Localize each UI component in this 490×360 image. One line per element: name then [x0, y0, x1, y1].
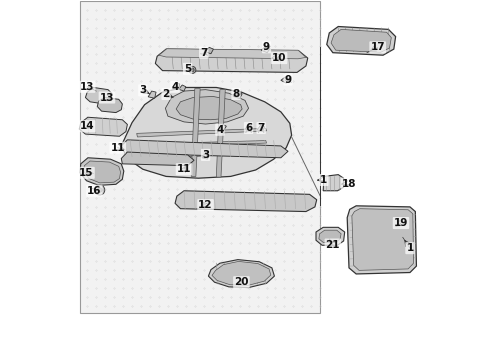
Polygon shape [137, 150, 267, 159]
Polygon shape [234, 92, 242, 99]
Polygon shape [122, 152, 194, 166]
Polygon shape [272, 54, 282, 61]
Polygon shape [122, 87, 292, 178]
Text: 16: 16 [87, 186, 101, 196]
Text: 5: 5 [184, 64, 191, 74]
Polygon shape [155, 49, 308, 72]
Text: 1: 1 [320, 175, 327, 185]
Polygon shape [97, 98, 122, 113]
Text: 12: 12 [198, 200, 213, 210]
Text: 3: 3 [202, 150, 209, 160]
Polygon shape [85, 87, 112, 104]
Polygon shape [261, 46, 270, 53]
Text: 6: 6 [245, 123, 252, 133]
Polygon shape [208, 260, 274, 288]
Polygon shape [191, 89, 200, 176]
Text: 1: 1 [406, 243, 414, 253]
Polygon shape [257, 125, 265, 131]
Text: 13: 13 [80, 82, 95, 92]
Polygon shape [347, 206, 416, 274]
Polygon shape [176, 96, 242, 120]
Text: 3: 3 [139, 85, 147, 95]
Circle shape [191, 68, 194, 72]
Text: 8: 8 [232, 89, 240, 99]
Text: 18: 18 [342, 179, 356, 189]
Text: 4: 4 [172, 82, 179, 92]
Polygon shape [331, 30, 392, 52]
Polygon shape [352, 209, 414, 270]
Text: 7: 7 [200, 48, 207, 58]
Polygon shape [327, 27, 395, 55]
Polygon shape [392, 216, 401, 224]
Polygon shape [159, 49, 306, 59]
Polygon shape [205, 47, 214, 54]
Text: 13: 13 [99, 93, 114, 103]
Polygon shape [79, 117, 127, 136]
Text: 9: 9 [263, 42, 270, 52]
Polygon shape [281, 77, 289, 83]
Polygon shape [316, 227, 344, 245]
Polygon shape [319, 230, 341, 242]
Text: 20: 20 [234, 277, 248, 287]
Polygon shape [219, 125, 226, 131]
Text: 21: 21 [326, 239, 340, 249]
Text: 15: 15 [79, 168, 94, 178]
Polygon shape [202, 153, 209, 159]
Polygon shape [137, 140, 267, 148]
Polygon shape [216, 90, 225, 177]
Text: 11: 11 [177, 164, 191, 174]
Polygon shape [179, 85, 186, 91]
Circle shape [189, 66, 196, 73]
Polygon shape [245, 125, 252, 131]
Text: 17: 17 [370, 42, 385, 52]
Circle shape [98, 188, 102, 192]
Polygon shape [137, 129, 267, 137]
Polygon shape [323, 175, 343, 191]
Circle shape [95, 185, 105, 195]
Polygon shape [80, 158, 124, 185]
Polygon shape [175, 191, 317, 212]
Polygon shape [172, 83, 180, 90]
Text: 11: 11 [110, 143, 125, 153]
Polygon shape [122, 140, 288, 158]
Polygon shape [148, 91, 156, 98]
Text: 10: 10 [272, 53, 286, 63]
Bar [80, 1, 320, 313]
Text: 7: 7 [257, 123, 265, 133]
Text: 14: 14 [80, 121, 95, 131]
Text: 4: 4 [216, 125, 223, 135]
Text: 19: 19 [394, 218, 408, 228]
Text: 9: 9 [285, 75, 292, 85]
Polygon shape [166, 90, 248, 124]
Polygon shape [212, 261, 271, 285]
Text: 2: 2 [163, 89, 170, 99]
Polygon shape [84, 161, 121, 183]
